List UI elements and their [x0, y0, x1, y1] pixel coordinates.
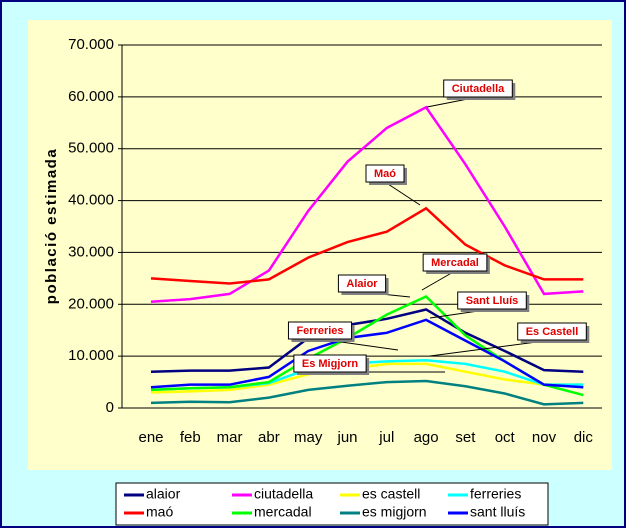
callout: Es Castell	[517, 322, 590, 343]
x-tick-label: ago	[414, 429, 439, 446]
series-line	[150, 105, 584, 303]
annotation: Alaior	[346, 278, 378, 290]
x-tick-label: ene	[138, 429, 163, 446]
x-tick-label: may	[294, 429, 323, 446]
callout: Sant Lluís	[457, 291, 530, 312]
legend	[115, 482, 549, 526]
y-tick-label: 0	[106, 399, 114, 416]
annotation: Es Castell	[526, 326, 579, 338]
x-tick-label: feb	[180, 429, 201, 446]
y-tick-label: 30.000	[68, 243, 114, 260]
legend-label: es castell	[362, 486, 420, 502]
series-line	[150, 206, 584, 285]
callout-box	[443, 79, 513, 98]
legend-label: alaior	[146, 486, 181, 502]
callout-box	[293, 354, 367, 373]
y-tick-label: 10.000	[68, 347, 114, 364]
legend-label: sant lluís	[470, 504, 525, 520]
x-tick-label: set	[455, 429, 476, 446]
x-tick-label: oct	[495, 429, 516, 446]
annotation: Es Migjorn	[302, 358, 359, 370]
series-line	[150, 308, 584, 373]
legend-label: es migjorn	[362, 504, 427, 520]
x-tick-label: nov	[532, 429, 557, 446]
legend-label: ciutadella	[254, 486, 313, 502]
callout-box	[365, 164, 405, 183]
y-tick-label: 20.000	[68, 295, 114, 312]
callout: Es Migjorn	[293, 354, 370, 375]
annotation: Sant Lluís	[466, 295, 519, 307]
callout-box	[457, 291, 527, 310]
callout: Ciutadella	[443, 79, 516, 100]
y-axis-label: població estimada	[43, 148, 60, 304]
annotation: Mercadal	[431, 257, 479, 269]
legend-label: maó	[146, 504, 173, 520]
callout: Ferreries	[287, 321, 355, 342]
x-tick-label: abr	[258, 429, 280, 446]
y-tick-label: 50.000	[68, 140, 114, 157]
y-tick-label: 70.000	[68, 36, 114, 53]
legend-label: mercadal	[254, 504, 312, 520]
legend-label: ferreries	[470, 486, 521, 502]
callout: Mercadal	[422, 253, 490, 274]
callout-arrow	[421, 270, 456, 291]
x-tick-label: mar	[217, 429, 243, 446]
callout-box	[337, 274, 387, 293]
y-tick-label: 60.000	[68, 88, 114, 105]
callout-box	[422, 253, 488, 272]
x-tick-label: jun	[336, 429, 357, 446]
annotation: Ferreries	[296, 325, 343, 337]
series-line	[150, 318, 584, 389]
annotation: Ciutadella	[452, 83, 505, 95]
x-tick-label: dic	[574, 429, 594, 446]
callout: Maó	[365, 164, 407, 185]
y-tick-label: 40.000	[68, 192, 114, 209]
callout-box	[287, 321, 353, 340]
callout-arrow	[384, 181, 421, 206]
chart-area	[28, 20, 612, 470]
annotation: Maó	[374, 168, 396, 180]
x-tick-label: jul	[378, 429, 394, 446]
series-line	[150, 379, 584, 406]
callout: Alaior	[337, 274, 389, 295]
callout-box	[517, 322, 587, 341]
